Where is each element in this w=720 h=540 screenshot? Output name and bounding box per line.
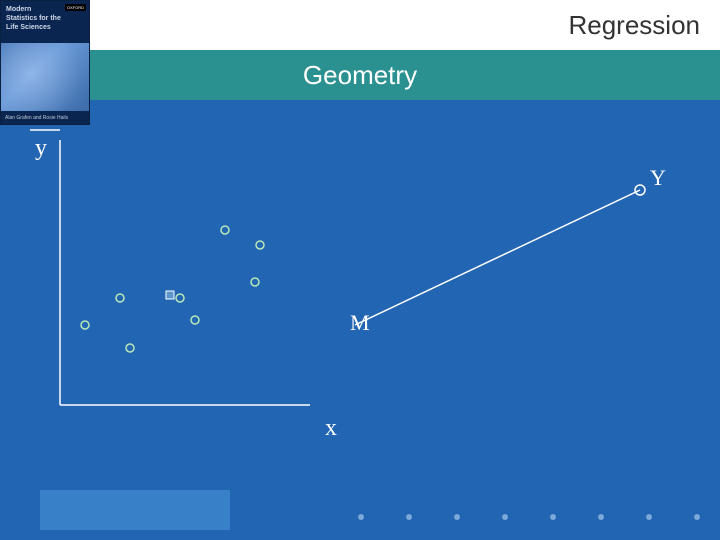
- footer-dot: [598, 514, 604, 520]
- footer-block: [40, 490, 230, 530]
- footer-dot: [502, 514, 508, 520]
- scatter-point: [191, 316, 199, 324]
- footer-dot: [694, 514, 700, 520]
- footer-dots: [358, 514, 700, 520]
- footer-dot: [358, 514, 364, 520]
- scatter-points: [81, 226, 264, 352]
- sub-title: Geometry: [303, 60, 417, 91]
- vector: Y: [355, 165, 666, 325]
- mean-point: M: [166, 291, 370, 335]
- scatter-point: [256, 241, 264, 249]
- footer-dot: [550, 514, 556, 520]
- footer-dot: [454, 514, 460, 520]
- book-authors: Alan Grafen and Rosie Hails: [1, 111, 89, 124]
- scatter-point: [116, 294, 124, 302]
- scatter-point: [81, 321, 89, 329]
- plot-area: y M Y x: [30, 130, 690, 490]
- book-cover-thumbnail: OXFORD Modern Statistics for the Life Sc…: [0, 0, 90, 125]
- x-axis-label: x: [325, 415, 337, 441]
- main-title: Regression: [568, 10, 700, 41]
- footer-dot: [406, 514, 412, 520]
- scatter-point: [251, 278, 259, 286]
- subtitle-bar: Geometry: [0, 50, 720, 100]
- mean-marker: [166, 291, 174, 299]
- footer-dot: [646, 514, 652, 520]
- vector-label: Y: [650, 165, 666, 190]
- book-cover-art: [1, 43, 89, 111]
- vector-line: [355, 190, 640, 325]
- scatter-point: [221, 226, 229, 234]
- title-bar: Regression: [0, 0, 720, 50]
- book-publisher: OXFORD: [65, 4, 86, 11]
- y-axis-label: y: [35, 135, 47, 161]
- scatter-point: [176, 294, 184, 302]
- scatter-point: [126, 344, 134, 352]
- plot-svg: y M Y x: [30, 130, 690, 490]
